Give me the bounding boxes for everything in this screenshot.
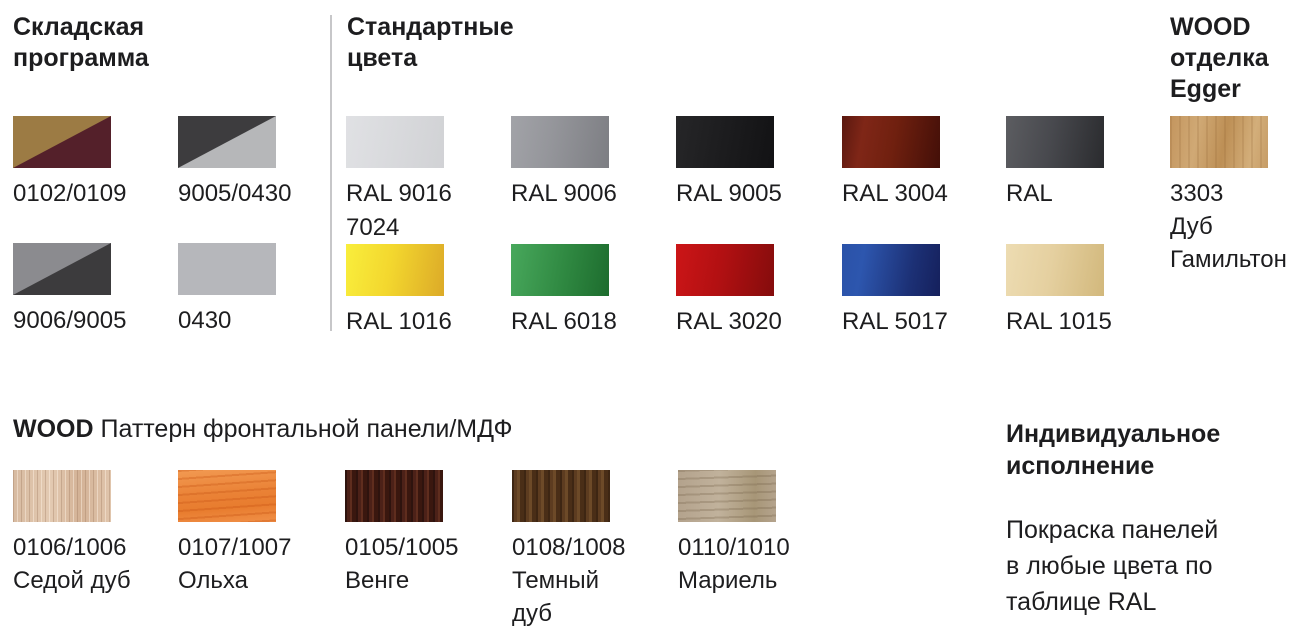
swatch-group-ral-3020: RAL 3020 [676, 244, 836, 339]
swatch-label: RAL 1015 [1006, 308, 1112, 335]
swatch-group-9006-9005: 9006/9005 [13, 243, 173, 338]
swatch-label: 3303 Дуб Гамильтон [1170, 180, 1287, 273]
color-swatch-ral-5017 [842, 244, 940, 296]
swatch-label: 0110/1010 Мариель [678, 534, 790, 594]
swatch-group-0102-0109: 0102/0109 [13, 116, 173, 211]
swatch-label: RAL 3020 [676, 308, 782, 335]
wood-swatch-mariel [678, 470, 776, 522]
wood-egger-heading: WOOD отделка Egger [1170, 13, 1269, 103]
swatch-group-0107-1007: 0107/1007 Ольха [178, 470, 338, 597]
wood-swatch-sedoy-dub [13, 470, 111, 522]
standard-colors-heading: Стандартные цвета [347, 13, 514, 72]
color-swatch-ral-1015 [1006, 244, 1104, 296]
swatch-label: 0106/1006 Седой дуб [13, 534, 131, 594]
swatch-group-0106-1006: 0106/1006 Седой дуб [13, 470, 173, 597]
swatch-label: 0430 [178, 307, 232, 334]
stock-program-heading: Складская программа [13, 13, 149, 72]
color-swatch-0430 [178, 243, 276, 295]
swatch-label: 9005/0430 [178, 180, 292, 207]
swatch-label: RAL [1006, 180, 1053, 207]
swatch-label: 0107/1007 Ольха [178, 534, 292, 594]
wood-swatch-venge [345, 470, 443, 522]
swatch-group-0110-1010: 0110/1010 Мариель [678, 470, 838, 597]
swatch-label: RAL 9016 7024 [346, 180, 452, 241]
wood-swatch-temny-dub [512, 470, 610, 522]
swatch-label: RAL 6018 [511, 308, 617, 335]
section-divider [330, 15, 332, 331]
custom-finish-text: Покраска панелей в любые цвета по таблице … [1006, 516, 1219, 616]
color-swatch-ral-9006 [511, 116, 609, 168]
custom-finish-heading: Индивидуальное исполнение [1006, 420, 1221, 480]
wood-pattern-heading-rest: Паттерн фронтальной панели/МДФ [93, 415, 513, 443]
color-swatch-ral-6018 [511, 244, 609, 296]
color-swatch-9005-0430 [178, 116, 276, 168]
swatch-label: 9006/9005 [13, 307, 127, 334]
swatch-group-ral-9016-7024: RAL 9016 7024 [346, 116, 506, 245]
swatch-group-egger-3303: 3303 Дуб Гамильтон [1170, 116, 1313, 276]
swatch-label: RAL 5017 [842, 308, 948, 335]
color-swatch-ral-1016 [346, 244, 444, 296]
wood-pattern-heading-bold: WOOD [13, 415, 94, 443]
color-swatch-0102-0109 [13, 116, 111, 168]
swatch-group-ral: RAL [1006, 116, 1166, 211]
color-swatch-9006-9005 [13, 243, 111, 295]
swatch-group-ral-9005: RAL 9005 [676, 116, 836, 211]
swatch-label: RAL 9006 [511, 180, 617, 207]
swatch-label: RAL 9005 [676, 180, 782, 207]
swatch-label: 0102/0109 [13, 180, 127, 207]
color-swatch-ral-3004 [842, 116, 940, 168]
swatch-group-9005-0430: 9005/0430 [178, 116, 338, 211]
swatch-group-ral-1015: RAL 1015 [1006, 244, 1166, 339]
swatch-group-0430: 0430 [178, 243, 338, 338]
swatch-group-ral-5017: RAL 5017 [842, 244, 1002, 339]
wood-swatch-3303-dub-gamilton [1170, 116, 1268, 168]
swatch-group-ral-3004: RAL 3004 [842, 116, 1002, 211]
wood-swatch-olha [178, 470, 276, 522]
color-swatch-ral [1006, 116, 1104, 168]
swatch-label: RAL 1016 [346, 308, 452, 335]
swatch-group-0105-1005: 0105/1005 Венге [345, 470, 505, 597]
swatch-label: RAL 3004 [842, 180, 948, 207]
wood-pattern-heading: WOOD Паттерн фронтальной панели/МДФ [13, 414, 513, 445]
color-swatch-ral-9005 [676, 116, 774, 168]
swatch-group-ral-1016: RAL 1016 [346, 244, 506, 339]
swatch-group-ral-9006: RAL 9006 [511, 116, 671, 211]
swatch-label: 0105/1005 Венге [345, 534, 459, 594]
swatch-label: 0108/1008 Темный дуб [512, 534, 626, 627]
swatch-group-0108-1008: 0108/1008 Темный дуб [512, 470, 672, 630]
swatch-group-ral-6018: RAL 6018 [511, 244, 671, 339]
color-swatch-ral-9016 [346, 116, 444, 168]
color-swatch-ral-3020 [676, 244, 774, 296]
